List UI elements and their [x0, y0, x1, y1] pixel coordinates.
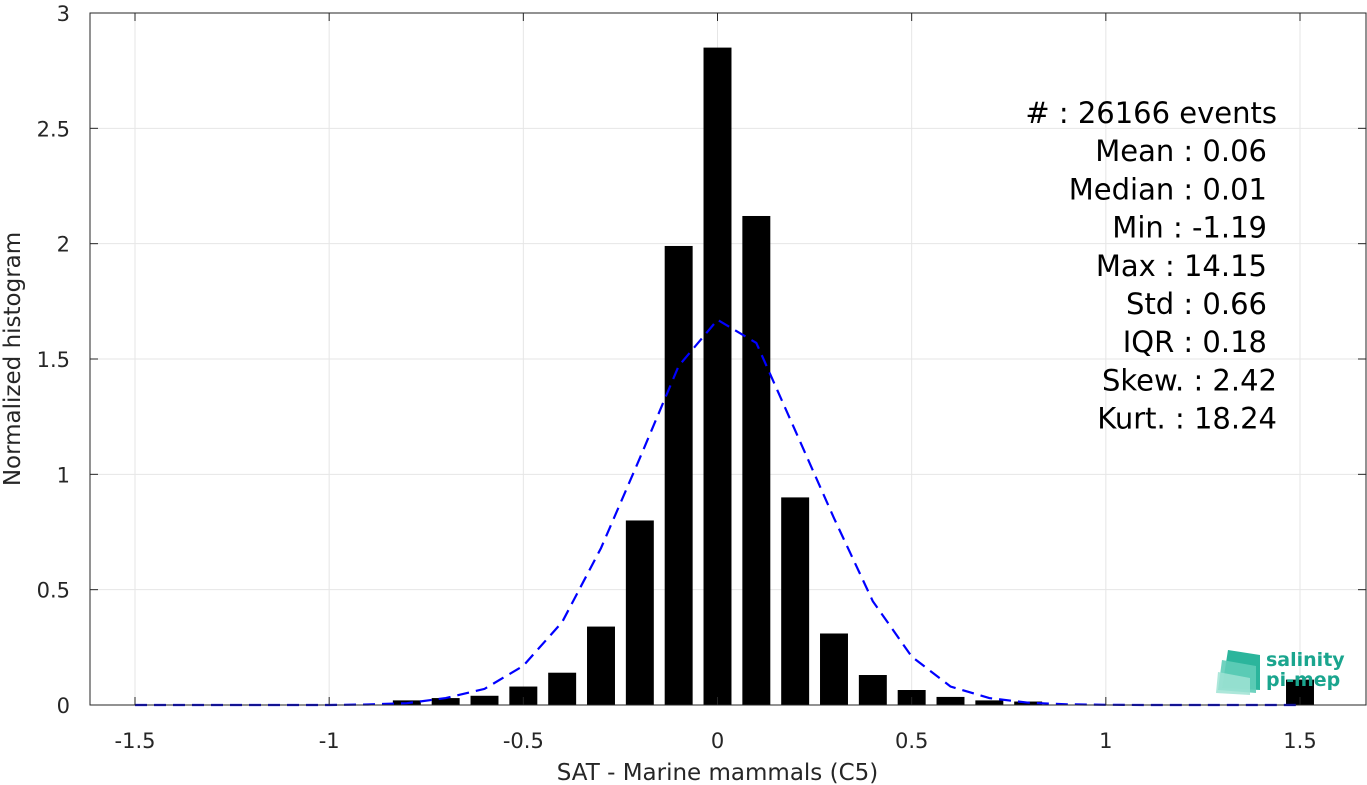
y-tick-label: 3 — [57, 2, 70, 26]
logo-text-pimep: pi-mep — [1266, 669, 1340, 691]
stat-line: Max : 14.15 — [1096, 249, 1267, 283]
y-axis-ticks: 0 0.5 1 1.5 2 2.5 3 — [37, 2, 1366, 718]
y-tick-label: 0 — [57, 694, 70, 718]
x-tick-label: 1 — [1099, 729, 1112, 753]
histogram-bar — [548, 672, 577, 705]
stat-line: IQR : 0.18 — [1123, 325, 1267, 359]
stat-line: Kurt. : 18.24 — [1097, 402, 1277, 436]
histogram-bars — [392, 47, 1314, 706]
histogram-bar — [936, 696, 965, 705]
x-tick-label: 1.5 — [1283, 729, 1316, 753]
salinity-pimep-logo: salinity pi-mep — [1216, 649, 1345, 695]
histogram-bar — [431, 698, 460, 705]
x-tick-label: 0.5 — [895, 729, 928, 753]
histogram-bar — [625, 520, 654, 705]
histogram-bar — [820, 633, 848, 705]
y-tick-label: 0.5 — [37, 579, 70, 603]
histogram-bar — [703, 47, 732, 706]
histogram-bar — [975, 700, 1004, 705]
logo-text-salinity: salinity — [1266, 649, 1345, 671]
y-tick-label: 1 — [57, 463, 70, 487]
x-axis-label: SAT - Marine mammals (C5) — [557, 760, 879, 785]
x-tick-label: -0.5 — [503, 729, 544, 753]
histogram-bar — [664, 245, 693, 705]
stat-line: Mean : 0.06 — [1095, 134, 1267, 168]
y-tick-label: 1.5 — [37, 348, 70, 372]
x-tick-label: 0 — [711, 729, 724, 753]
histogram-bar — [781, 497, 810, 705]
stat-line: Skew. : 2.42 — [1102, 363, 1277, 397]
histogram-bar — [587, 626, 615, 705]
y-tick-label: 2 — [57, 233, 70, 257]
histogram-bar — [509, 686, 538, 705]
stat-line: Median : 0.01 — [1069, 172, 1267, 206]
x-axis-ticks: -1.5 -1 -0.5 0 0.5 1 1.5 — [115, 13, 1317, 753]
histogram-bar — [858, 675, 887, 705]
histogram-bar — [742, 215, 771, 705]
stat-line: Min : -1.19 — [1112, 211, 1267, 245]
stat-line: # : 26166 events — [1025, 96, 1277, 130]
logo-wave-icon — [1216, 650, 1260, 695]
statistics-box: # : 26166 events Mean : 0.06 Median : 0.01… — [1025, 96, 1277, 436]
y-tick-label: 2.5 — [37, 117, 70, 141]
x-tick-label: -1 — [319, 729, 340, 753]
y-axis-label: Normalized histogram — [0, 232, 26, 486]
stat-line: Std : 0.66 — [1126, 287, 1267, 321]
histogram-bar — [470, 695, 499, 705]
x-tick-label: -1.5 — [115, 729, 156, 753]
